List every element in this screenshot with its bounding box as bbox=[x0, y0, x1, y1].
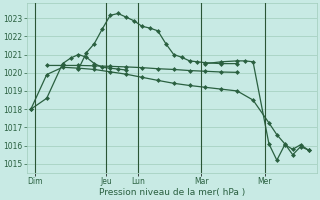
X-axis label: Pression niveau de la mer( hPa ): Pression niveau de la mer( hPa ) bbox=[99, 188, 245, 197]
